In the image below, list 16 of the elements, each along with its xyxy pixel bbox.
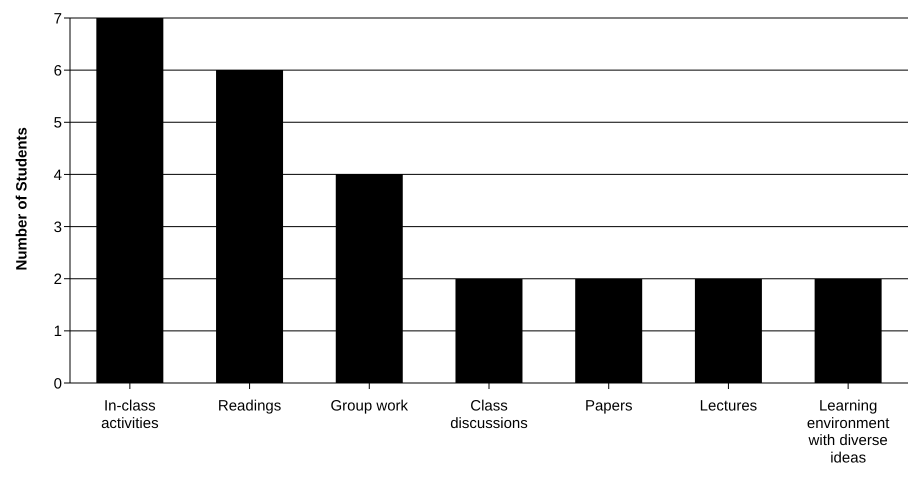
x-tick-label: Group work [330, 398, 409, 414]
x-tick-label: Readings [218, 398, 282, 414]
y-tick-label: 2 [54, 271, 62, 288]
x-tick-label: Papers [584, 398, 632, 414]
y-tick-label: 5 [54, 114, 62, 132]
x-tick-label: Learning environment with diverse ideas [806, 398, 890, 466]
y-tick-label: 0 [54, 375, 62, 392]
y-tick-label: 7 [54, 10, 62, 28]
y-tick-label: 6 [54, 62, 62, 80]
x-tick-label: Class discussions [450, 398, 528, 432]
y-tick-label: 4 [54, 166, 62, 184]
y-tick-label: 3 [54, 218, 62, 236]
x-tick-label: In-class activities [101, 398, 159, 432]
x-tick-label: Lectures [700, 398, 758, 414]
y-axis-title: Number of Students [13, 127, 30, 270]
y-tick-label: 1 [54, 323, 62, 340]
